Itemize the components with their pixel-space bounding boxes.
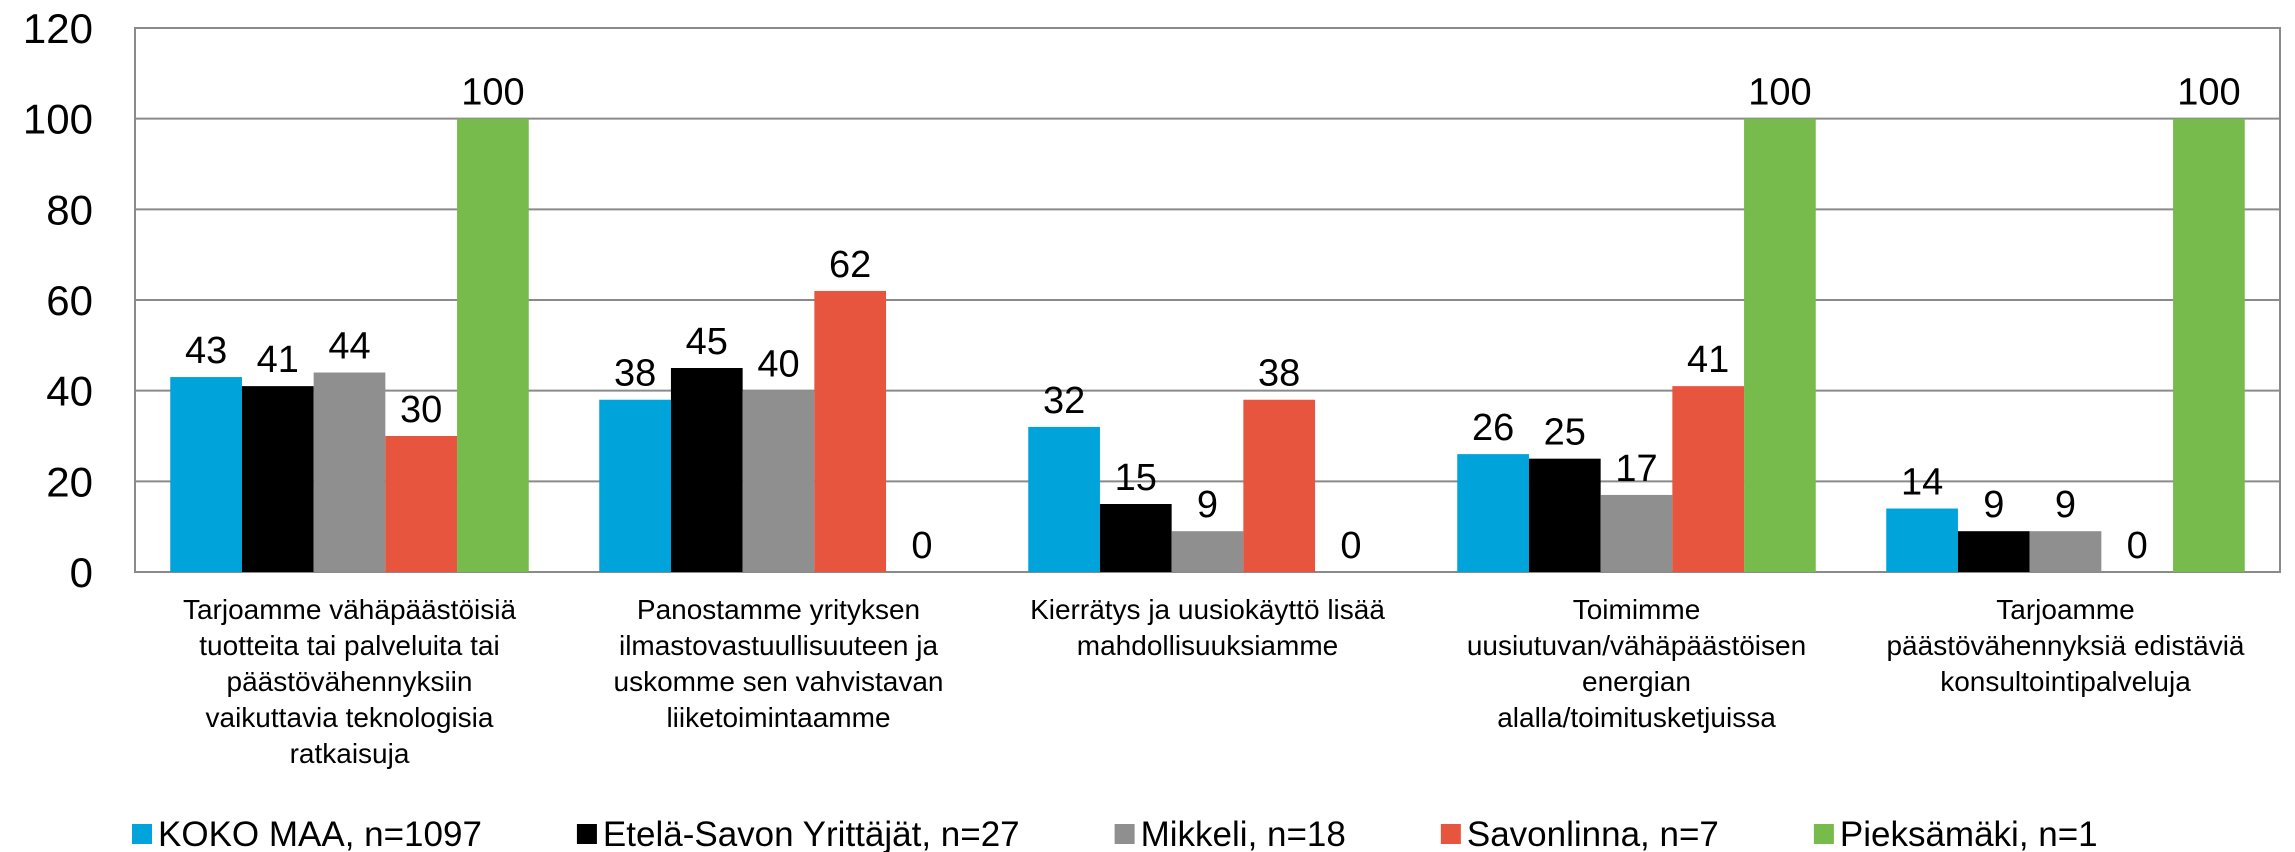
y-tick-label: 40 bbox=[46, 368, 93, 415]
bar bbox=[170, 377, 242, 572]
bar bbox=[1744, 118, 1816, 573]
legend-swatch bbox=[576, 824, 597, 844]
bar bbox=[742, 390, 815, 572]
data-label: 40 bbox=[757, 344, 799, 386]
bar bbox=[2029, 531, 2102, 572]
bar bbox=[313, 372, 386, 572]
bar bbox=[457, 118, 529, 573]
data-label: 0 bbox=[1340, 525, 1361, 567]
data-label: 0 bbox=[911, 525, 932, 567]
data-label: 9 bbox=[1983, 484, 2004, 526]
data-label: 15 bbox=[1115, 457, 1157, 499]
data-label: 30 bbox=[400, 389, 442, 431]
x-tick-label: Toimimme uusiutuvan/vähäpäästöisen energ… bbox=[1466, 594, 1807, 733]
data-label: 45 bbox=[686, 321, 728, 363]
data-label: 43 bbox=[185, 330, 227, 372]
data-label: 100 bbox=[2177, 72, 2240, 114]
data-label: 25 bbox=[1544, 412, 1586, 454]
data-label: 41 bbox=[1687, 339, 1729, 381]
data-label: 100 bbox=[1748, 72, 1811, 114]
x-tick-label: Tarjoamme päästövähennyksiä edistäviä ko… bbox=[1886, 594, 2245, 697]
y-tick-label: 0 bbox=[70, 549, 93, 596]
bar bbox=[1672, 386, 1745, 572]
x-tick-label: Panostamme yrityksen ilmastovastuullisuu… bbox=[613, 594, 944, 733]
legend-label: KOKO MAA, n=1097 bbox=[158, 815, 482, 852]
bar bbox=[1028, 426, 1100, 572]
bar bbox=[1957, 531, 2030, 572]
data-label: 14 bbox=[1901, 462, 1943, 504]
data-label: 26 bbox=[1472, 407, 1514, 449]
y-tick-label: 60 bbox=[46, 277, 93, 324]
legend-swatch bbox=[1114, 824, 1135, 844]
data-label: 9 bbox=[1197, 484, 1218, 526]
legend-swatch bbox=[1440, 824, 1461, 844]
bar bbox=[1886, 508, 1958, 572]
bar bbox=[1099, 504, 1172, 572]
x-tick-label: Kierrätys ja uusiokäyttö lisää mahdollis… bbox=[1030, 594, 1385, 661]
y-tick-label: 80 bbox=[46, 186, 93, 233]
data-label: 44 bbox=[328, 326, 370, 368]
data-label: 38 bbox=[614, 353, 656, 395]
legend-label: Etelä-Savon Yrittäjät, n=27 bbox=[603, 815, 1020, 852]
y-tick-label: 120 bbox=[23, 5, 93, 52]
legend-label: Mikkeli, n=18 bbox=[1141, 815, 1346, 852]
legend-swatch bbox=[1813, 824, 1834, 844]
x-tick-label: Tarjoamme vähäpäästöisiä tuotteita tai p… bbox=[182, 594, 517, 769]
data-label: 38 bbox=[1258, 353, 1300, 395]
bar bbox=[1528, 458, 1601, 572]
data-label: 17 bbox=[1615, 448, 1657, 490]
legend-swatch bbox=[132, 824, 152, 844]
bar bbox=[670, 368, 743, 572]
bar bbox=[2173, 118, 2245, 573]
bar bbox=[599, 399, 671, 572]
data-label: 0 bbox=[2127, 525, 2148, 567]
legend-label: Pieksämäki, n=1 bbox=[1840, 815, 2098, 852]
data-label: 100 bbox=[461, 72, 524, 114]
legend-label: Savonlinna, n=7 bbox=[1467, 815, 1719, 852]
data-label: 9 bbox=[2055, 484, 2076, 526]
data-label: 32 bbox=[1043, 380, 1085, 422]
bar bbox=[241, 386, 314, 572]
bar bbox=[814, 290, 887, 572]
y-tick-label: 20 bbox=[46, 458, 93, 505]
bar bbox=[385, 436, 458, 572]
bar bbox=[1457, 454, 1529, 572]
y-tick-label: 100 bbox=[23, 96, 93, 143]
bar bbox=[1243, 399, 1316, 572]
data-label: 41 bbox=[257, 339, 299, 381]
bar bbox=[1171, 531, 1244, 572]
data-label: 62 bbox=[829, 244, 871, 286]
bar bbox=[1600, 494, 1673, 572]
